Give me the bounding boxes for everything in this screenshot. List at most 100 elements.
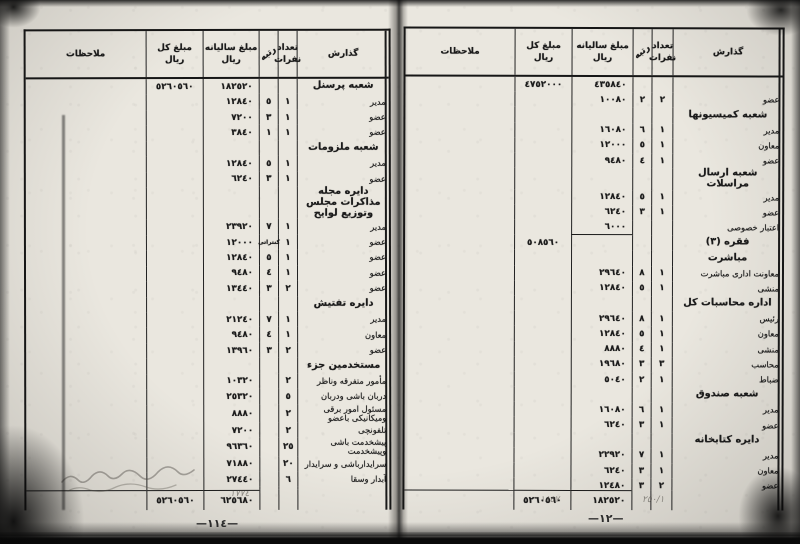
report-cell: عضو (671, 478, 782, 491)
table-row: منشی ١ ٥ ١٢٨٤٠ (405, 280, 782, 297)
rank-cell: ٣ (631, 478, 651, 491)
count-cell: ١ (650, 372, 672, 388)
total-amount-cell (514, 107, 572, 123)
rank-cell: ٣ (259, 342, 279, 359)
header-notes: ملاحظات (440, 46, 480, 57)
notes-cell (404, 463, 513, 478)
rank-cell: ٧ (631, 447, 651, 464)
header-notes: ملاحظات (66, 49, 106, 60)
total-amount-cell (146, 389, 204, 405)
section-row: اداره محاسبات کل (405, 295, 782, 312)
total-amount-cell (145, 171, 203, 188)
report-cell: مدیر (672, 122, 783, 139)
annual-amount-cell: ١٢٨٤٠ (570, 280, 632, 297)
section-row: دایره مجله مذاکرات مجلس وتوزیع لوایح (26, 186, 389, 220)
notes-cell (405, 168, 514, 190)
count-cell: ١ (650, 417, 672, 433)
count-cell: ١ (277, 265, 298, 281)
table-body: ٤٣٥٨٤٠ ٤٧٥٢٠٠٠ عضو ٢ ٢ ١٠٠٨٠ شعبه کمیسیونها مدی… (404, 76, 783, 491)
notes-cell (405, 152, 514, 167)
table-row: مدیر ١ ٧ ٢٢٩٢٠ (404, 447, 782, 464)
rank-cell: ٥ (258, 156, 278, 172)
pencil-scribble (61, 466, 195, 493)
total-amount-cell (146, 281, 204, 297)
total-amount-cell: ٥٠٨٥٦٠ (514, 235, 572, 251)
annual-amount-cell: ١٢٨٤٠ (571, 189, 633, 205)
report-cell: آبدار وسقا (297, 471, 390, 488)
notes-cell (405, 417, 514, 432)
rank-cell: ٣ (631, 463, 651, 479)
total-amount-cell (513, 310, 571, 327)
notes-cell (26, 312, 146, 328)
notes-cell (26, 95, 146, 111)
notes-cell (26, 219, 146, 235)
count-cell: ١ (277, 94, 297, 110)
report-cell: مدیر (296, 219, 389, 235)
annual-amount-cell: ٢١٢٤٠ (203, 311, 260, 328)
rank-cell (632, 250, 652, 266)
page-number-left: —١١٤— (196, 517, 239, 530)
annual-amount-cell: ٩٤٨٠ (202, 265, 260, 282)
section-row: شعبه ملزومات (26, 140, 389, 157)
notes-cell (405, 204, 514, 219)
annual-amount-cell: ١٢٨٤٠ (202, 94, 259, 110)
notes-cell (26, 141, 146, 157)
total-amount-cell (513, 478, 571, 491)
count-cell: ٦ (278, 471, 298, 488)
header-report: گذارش (296, 30, 389, 77)
report-cell: دایره کتابخانه (671, 432, 782, 449)
annual-amount-cell: ٦٢٤٠ (570, 462, 632, 479)
rank-cell: ٧ (259, 311, 279, 328)
section-row: شعبه پرسنل ١٨٢٥٢٠ ٥٢٦٠٥٦٠ (26, 78, 389, 95)
notes-cell (26, 79, 146, 95)
annual-amount-cell: ٤٣٥٨٤٠ (571, 76, 633, 93)
annual-amount-cell: ٢٣٩٢٠ (202, 219, 259, 235)
report-cell: عضو (672, 205, 783, 221)
annual-amount-cell: ٢٧٤٤٠ (203, 471, 260, 488)
table-row: عضو ١ ٣ ٦٢٤٠ (405, 417, 782, 434)
rank-cell: ٤ (631, 341, 651, 357)
header-count: تعداد نفرات (649, 29, 676, 76)
total-amount-cell (145, 140, 203, 157)
total-amount-cell (514, 167, 572, 190)
report-cell: عضو (672, 153, 783, 169)
table-row: عضو ١ ٥ ١٢٨٤٠ (26, 249, 389, 266)
table-row: ضباط ١ ٢ ٥٠٤٠ (405, 371, 782, 388)
annual-amount-cell: ١٠٣٢٠ (203, 373, 260, 390)
count-cell: ١ (651, 153, 673, 169)
count-cell: ١ (278, 311, 298, 328)
total-amount-cell (514, 250, 572, 266)
annual-amount-cell: ١٦٠٨٠ (571, 122, 633, 138)
report-cell: دایره مجله مذاکرات مجلس وتوزیع لوایح (296, 186, 389, 220)
count-cell (651, 250, 673, 266)
report-cell: اداره محاسبات کل (671, 296, 782, 312)
annual-amount-cell (571, 235, 633, 251)
notes-cell (26, 297, 146, 313)
footer-rank-cell (259, 489, 279, 510)
report-cell: مدیر (296, 94, 389, 110)
notes-cell (405, 122, 514, 137)
notes-cell (26, 125, 146, 141)
rank-cell (259, 373, 279, 390)
report-cell: عضو (296, 124, 389, 141)
rank-cell: ٣ (259, 280, 279, 297)
header-annual-amount: مبلغ سالیانه ریال (571, 28, 633, 76)
section-row: شعبه صندوق (405, 386, 782, 403)
notes-cell (405, 432, 514, 447)
total-amount-cell (145, 234, 203, 251)
report-cell: مدیر (672, 189, 783, 206)
annual-amount-cell (203, 358, 260, 374)
section-row: فقره (٣) ٥٠٨٥٦٠ (405, 235, 783, 251)
total-amount-cell (145, 94, 203, 110)
count-cell: ١ (651, 189, 673, 206)
notes-cell (405, 235, 514, 250)
total-amount-cell (513, 295, 571, 312)
rank-cell: ٣ (632, 204, 652, 221)
rank-cell: ١ (258, 125, 278, 141)
total-amount-cell (513, 280, 571, 296)
count-cell: ٢ (278, 422, 298, 439)
rank-cell: ٥ (631, 326, 651, 342)
rank-cell: ٣ (258, 109, 278, 126)
count-cell (651, 168, 673, 190)
rank-cell (632, 220, 652, 236)
